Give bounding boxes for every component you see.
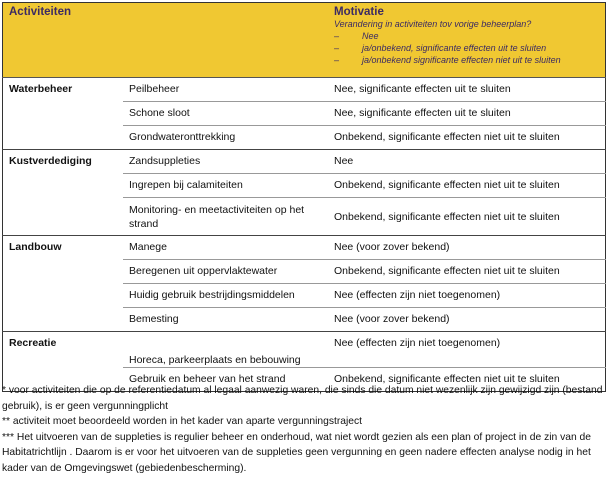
table-row: Monitoring- en meetactiviteiten op het s… <box>3 197 606 236</box>
header-motivatie: Motivatie <box>334 6 384 18</box>
motivation-cell: Onbekend, significante effecten niet uit… <box>328 259 606 284</box>
activity-cell: Monitoring- en meetactiviteiten op het s… <box>123 197 328 236</box>
group-name: Landbouw <box>2 235 123 332</box>
table-row: Landbouw Manege Nee (voor zover bekend) <box>2 235 606 332</box>
group-name: Kustverdediging <box>2 149 123 236</box>
footnote: * voor activiteiten die op de referentie… <box>2 385 603 412</box>
group-name: Recreatie <box>2 331 123 392</box>
header-option: ja/onbekend significante effecten niet u… <box>362 55 561 65</box>
table-row: Bemesting Nee (voor zover bekend) <box>3 307 606 332</box>
motivation-cell: Onbekend, significante effecten niet uit… <box>328 197 606 236</box>
activity-cell: Schone sloot <box>123 101 328 126</box>
footnote: *** Het uitvoeren van de suppleties is r… <box>2 431 592 474</box>
activity-cell: Manege <box>123 235 328 260</box>
footnotes: * voor activiteiten die op de referentie… <box>2 383 608 476</box>
motivation-cell: Onbekend, significante effecten niet uit… <box>328 173 606 198</box>
table-row: Ingrepen bij calamiteiten Onbekend, signi… <box>3 173 606 198</box>
activity-cell: Peilbeheer <box>123 77 328 102</box>
header-option: Nee <box>362 31 379 41</box>
table-row: Schone sloot Nee, significante effecten u… <box>3 101 606 126</box>
motivation-cell: Nee (voor zover bekend) <box>328 235 606 260</box>
activity-cell: Ingrepen bij calamiteiten <box>123 173 328 198</box>
activity-cell: Gebruik en beheer van het strand <box>123 367 328 392</box>
activity-cell: Beregenen uit oppervlaktewater <box>123 259 328 284</box>
activity-cell: Horeca, parkeerplaats en bebouwing <box>123 331 328 368</box>
activity-cell: Huidig gebruik bestrijdingsmiddelen <box>123 283 328 308</box>
table-row: Beregenen uit oppervlaktewater Onbekend, … <box>3 259 606 284</box>
table-row: Huidig gebruik bestrijdingsmiddelen Nee (… <box>3 283 606 308</box>
motivation-cell: Onbekend, significante effecten niet uit… <box>328 367 606 392</box>
header-option: ja/onbekend, significante effecten uit t… <box>362 43 547 53</box>
motivation-cell: Nee (effecten zijn niet toegenomen) <box>328 331 606 368</box>
activities-table: Activiteiten Motivatie Verandering in ac… <box>2 2 606 392</box>
motivation-cell: Onbekend, significante effecten niet uit… <box>328 125 606 150</box>
motivation-cell: Nee, significante effecten uit te sluite… <box>328 101 606 126</box>
motivation-cell: Nee, significante effecten uit te sluite… <box>328 77 606 102</box>
footnote: ** activiteit moet beoordeeld worden in … <box>2 416 363 427</box>
activity-cell: Zandsuppleties <box>123 149 328 174</box>
table-row: Waterbeheer Peilbeheer Nee, significante e… <box>2 77 606 150</box>
table-row: Kustverdediging Zandsuppleties Nee <box>2 149 606 236</box>
header-activiteiten: Activiteiten <box>2 2 123 78</box>
motivation-cell: Nee <box>328 149 606 174</box>
motivation-cell: Nee (voor zover bekend) <box>328 307 606 332</box>
motivation-cell: Nee (effecten zijn niet toegenomen) <box>328 283 606 308</box>
table-header: Activiteiten Motivatie Verandering in ac… <box>2 2 606 78</box>
header-subtitle: Verandering in activiteiten tov vorige b… <box>334 19 532 29</box>
table-row: Gebruik en beheer van het strand Onbekend… <box>3 367 606 392</box>
group-name: Waterbeheer <box>2 77 123 150</box>
activity-cell: Grondwateronttrekking <box>123 125 328 150</box>
activity-cell: Bemesting <box>123 307 328 332</box>
table-row: Recreatie Horeca, parkeerplaats en bebouw… <box>2 331 606 392</box>
table-row: Grondwateronttrekking Onbekend, significa… <box>3 125 606 150</box>
